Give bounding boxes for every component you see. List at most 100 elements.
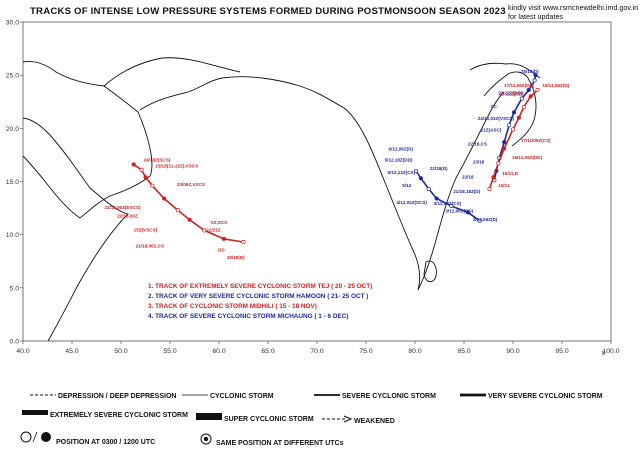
track-point-midhili: [491, 175, 496, 180]
legend-position: POSITION AT 0300 / 1200 UTC: [20, 430, 155, 446]
coast-india: [343, 91, 505, 291]
track-point-tej: [187, 217, 192, 222]
track-point-hamoon: [502, 140, 507, 145]
track-label-midhili: 17/11,06Z(DD): [504, 83, 535, 88]
dashed-line-icon: [30, 394, 56, 396]
track-label-tej: 22/18,00Z: [117, 214, 138, 219]
track-label-michaung: 3/12,03Z(CS): [434, 201, 462, 206]
track-label-tej: 15Z(VSCS): [134, 227, 158, 232]
y-tick-label: 30.0: [6, 20, 19, 27]
track-label-michaung: 22/18(D): [430, 166, 448, 171]
track-legend-entry: 3. TRACK OF CYCLONIC STORM MIDHILI ( 15 …: [148, 303, 317, 310]
track-label-tej: 24/18Z(SCS): [144, 157, 171, 162]
coast-arabia: [22, 61, 153, 219]
thin-line-icon: [182, 394, 208, 396]
track-point-tej: [221, 236, 226, 241]
dashed-arrow-icon: [322, 415, 353, 423]
track-label-midhili: 15/11: [498, 183, 510, 188]
track-label-tej: DD: [218, 248, 225, 253]
track-point-hamoon: [511, 110, 517, 115]
legend-weakened: WEAKENED: [322, 415, 395, 425]
x-tick-label: 40.0: [16, 348, 29, 355]
track-point-midhili: [521, 105, 526, 110]
track-label-hamoon: 24/10,03Z(VSCS): [478, 116, 515, 121]
y-tick-label: 25.0: [6, 73, 19, 80]
track-legend-entry: 1. TRACK OF EXTREMELY SEVERE CYCLONIC ST…: [148, 283, 373, 290]
track-point-michaung: [418, 176, 423, 181]
track-label-hamoon: 22/18: [462, 174, 474, 179]
track-point-tej: [162, 196, 167, 201]
track-point-hamoon: [532, 78, 537, 83]
track-point-midhili: [496, 161, 501, 166]
track-point-tej: [175, 208, 180, 213]
track-point-hamoon: [507, 123, 512, 128]
map-title: TRACKS OF INTENSE LOW PRESSURE SYSTEMS F…: [30, 6, 506, 17]
track-point-tej: [143, 175, 148, 180]
track-label-tej: 20/18(D): [227, 255, 245, 260]
track-point-tej: [131, 162, 136, 167]
track-label-michaung: 5/12,12Z(CS): [388, 170, 416, 175]
x-tick-label: 100.0: [602, 348, 619, 355]
medium-line-icon: [314, 394, 340, 396]
coast-africa: [22, 117, 129, 342]
coast-gulf: [139, 76, 345, 111]
axis-ticks: 40.0 45.0 50.0 55.0 60.0 65.0 70.0 75.0 80.0 85.0…: [6, 20, 620, 358]
track-point-michaung: [477, 218, 482, 223]
legend-escs: EXTREMELY SEVERE CYCLONIC STORM: [22, 409, 188, 419]
track-point-tej: [139, 167, 144, 172]
y-tick-label: 15.0: [6, 179, 19, 186]
track-label-tej: 0Z,SCS: [211, 220, 227, 225]
track-label-midhili: 21-22Z(DD): [499, 91, 524, 96]
coastlines: [22, 57, 541, 342]
website-note-line2: for latest updates: [508, 12, 564, 21]
coast-bay-head: [483, 71, 529, 97]
y-tick-label: 0.0: [10, 339, 20, 346]
thick-line-icon: [460, 393, 486, 397]
x-tick-label: 95.0: [555, 348, 568, 355]
track-point-michaung: [413, 168, 419, 173]
track-point-midhili: [516, 115, 521, 120]
track-point-michaung: [465, 210, 470, 215]
track-label-midhili: 17/11/06Z(CS): [521, 138, 551, 143]
track-point-tej: [150, 183, 155, 188]
track-label-michaung: 5/12: [402, 183, 411, 188]
track-label-midhili: 18/11,06Z(D): [542, 83, 569, 88]
x-tick-label: 90.0: [506, 348, 519, 355]
coast-srilanka: [423, 260, 437, 283]
track-label-tej: 23/06Z,VSCS: [177, 182, 205, 187]
website-note-line1: kindly visit www.rsmcnewdelhi.imd.gov.in: [508, 3, 639, 12]
track-legend-entry: 2. TRACK OF VERY SEVERE CYCLONIC STORM H…: [148, 293, 369, 300]
x-tick-label: 60.0: [212, 348, 225, 355]
track-label-hamoon: SC: [490, 104, 497, 109]
track-label-tej: 22/18,00Z(ESCS): [104, 205, 141, 210]
legend-vscs: VERY SEVERE CYCLONIC STORM: [460, 392, 603, 400]
bar-line-icon: [22, 410, 48, 415]
track-label-michaung: 6/12,06Z(D): [389, 147, 414, 152]
x-tick-label: 85.0: [457, 348, 470, 355]
track-point-labels: 24/18Z(SCS) 23/18(21-22Z),VSCS 23/06Z,VSCS…: [104, 69, 569, 260]
cyclone-tracks: [131, 73, 540, 245]
y-tick-label: 20.0: [6, 126, 19, 133]
x-tick-label: 75.0: [359, 348, 372, 355]
track-point-midhili: [535, 88, 540, 93]
track-point-hamoon: [533, 73, 538, 78]
y-tick-label: 5.0: [10, 285, 20, 292]
track-point-tej: [241, 240, 246, 245]
track-point-michaung: [434, 196, 439, 201]
website-note: kindly visit www.rsmcnewdelhi.imd.gov.in…: [508, 3, 638, 21]
x-axis-suffix: E: [602, 351, 606, 357]
track-point-midhili: [487, 186, 492, 191]
track-legend-entry: 4. TRACK OF SEVERE CYCLONIC STORM MICHAU…: [148, 313, 349, 320]
x-tick-label: 50.0: [114, 348, 127, 355]
track-label-hamoon: 21-22Z(DD): [498, 90, 523, 95]
track-point-tej: [202, 228, 207, 233]
track-point-midhili: [510, 127, 516, 132]
track-label-hamoon: 23/18: [473, 159, 485, 164]
x-tick-label: 55.0: [163, 348, 176, 355]
legend-cs: CYCLONIC STORM: [182, 392, 274, 400]
track-point-midhili: [528, 94, 533, 99]
legend-scs: SEVERE CYCLONIC STORM: [314, 392, 436, 400]
track-label-midhili: 16/11,06Z(DD): [512, 155, 543, 160]
same-position-icon: [200, 433, 212, 445]
